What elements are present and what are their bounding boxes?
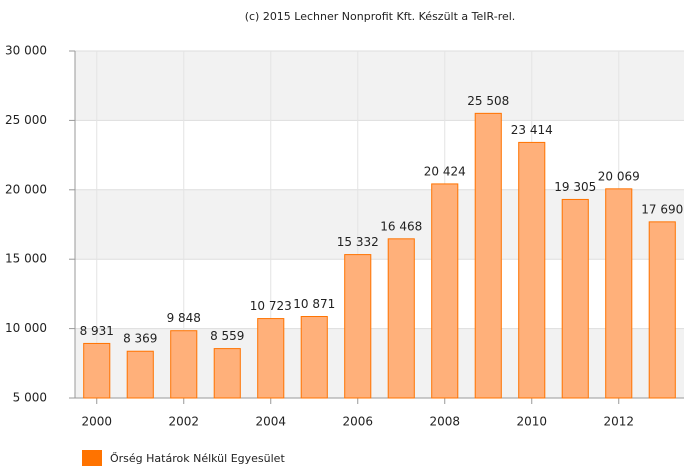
value-label: 23 414 [511, 123, 553, 137]
bar [213, 348, 241, 399]
value-label: 16 468 [380, 219, 422, 233]
value-label: 10 723 [250, 299, 292, 313]
y-tick-label: 5 000 [13, 391, 47, 405]
bar [474, 112, 502, 399]
x-tick-label: 2004 [255, 415, 286, 429]
x-tick-label: 2012 [603, 415, 634, 429]
y-tick-label: 20 000 [5, 182, 47, 196]
bar [83, 342, 111, 399]
value-label: 8 559 [210, 329, 244, 343]
bar [387, 238, 415, 399]
value-label: 8 931 [80, 324, 114, 338]
x-tick-label: 2006 [342, 415, 373, 429]
value-label: 20 069 [598, 169, 640, 183]
grid-band [75, 328, 684, 398]
bar [561, 198, 589, 399]
chart-title: (c) 2015 Lechner Nonprofit Kft. Készült … [245, 10, 516, 23]
bar [300, 316, 328, 399]
x-tick-label: 2002 [168, 415, 199, 429]
legend-label: Őrség Határok Nélkül Egyesület [110, 451, 285, 465]
x-tick-label: 2000 [81, 415, 112, 429]
bar [257, 318, 285, 399]
value-label: 17 690 [641, 202, 683, 216]
value-label: 19 305 [554, 180, 596, 194]
value-label: 10 871 [293, 297, 335, 311]
bar [605, 188, 633, 399]
x-tick-label: 2010 [516, 415, 547, 429]
bar [170, 330, 198, 399]
x-tick-label: 2008 [429, 415, 460, 429]
grid-band [75, 51, 684, 121]
bar [518, 141, 546, 399]
bar [126, 350, 154, 399]
value-label: 8 369 [123, 332, 157, 346]
bar [344, 254, 372, 399]
value-label: 9 848 [167, 311, 201, 325]
bar [648, 221, 676, 399]
value-label: 15 332 [337, 235, 379, 249]
value-label: 25 508 [467, 94, 509, 108]
value-label: 20 424 [424, 164, 466, 178]
y-tick-label: 25 000 [5, 113, 47, 127]
y-tick-label: 15 000 [5, 252, 47, 266]
y-tick-label: 30 000 [5, 44, 47, 58]
bar [431, 183, 459, 399]
y-tick-label: 10 000 [5, 321, 47, 335]
legend-swatch [82, 450, 102, 466]
